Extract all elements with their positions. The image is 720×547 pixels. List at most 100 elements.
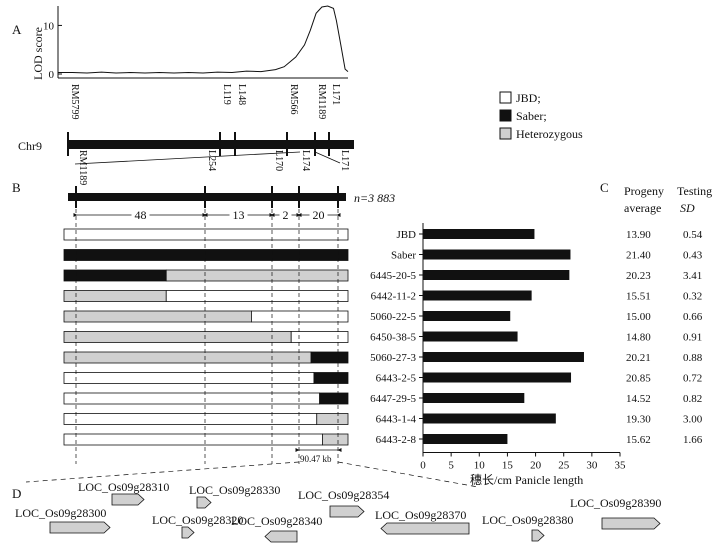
chromosome-map: Chr9 RM5799 L119 L148 RM566 RM1189 L171 — [18, 84, 354, 165]
gene-arrow — [196, 496, 212, 509]
lod-plot: LOD score 10 0 — [31, 5, 349, 81]
zoom-line-left — [74, 151, 301, 165]
testing-sd-value: 0.82 — [683, 393, 702, 405]
header-testing: Testing — [677, 184, 712, 198]
genotype-segment — [290, 331, 349, 343]
progeny-average-value: 20.23 — [626, 270, 651, 282]
bar-chart: 0 5 10 15 20 25 30 35 JBD 13.90 0.54 Saber 21.40 0.43… — [370, 223, 703, 472]
x-tick-label: 25 — [558, 460, 570, 472]
header-sd: SD — [680, 201, 695, 215]
progeny-average-value: 15.62 — [626, 434, 651, 446]
lod-tick-label: 10 — [43, 20, 55, 32]
recombinant-lines — [63, 228, 349, 446]
chromosome-bar — [68, 140, 354, 149]
genotype-segment — [63, 290, 167, 302]
category-label: 5060-27-3 — [370, 352, 416, 364]
x-tick-label: 15 — [502, 460, 514, 472]
progeny-average-value: 20.85 — [626, 373, 651, 385]
category-label: 6443-1-4 — [376, 414, 417, 426]
category-label: 6442-11-2 — [371, 291, 416, 303]
gene-label: LOC_Os09g28310 — [78, 480, 169, 494]
progeny-average-value: 19.30 — [626, 414, 651, 426]
gene-models: LOC_Os09g28310 LOC_Os09g28330 LOC_Os09g283… — [15, 480, 661, 543]
category-label: 6445-20-5 — [370, 270, 416, 282]
panicle-bar — [423, 249, 571, 260]
legend-swatch — [499, 127, 512, 140]
progeny-average-value: 13.90 — [626, 229, 651, 241]
chart-xlabel: 穗长/cm Panicle length — [470, 473, 583, 487]
map-marker-label: RM5799 — [69, 84, 80, 120]
genotype-segment — [63, 433, 323, 446]
category-label: JBD — [396, 229, 416, 241]
genotype-segment — [63, 310, 252, 323]
genotype-legend: JBD; Saber; Heterozygous — [499, 91, 583, 141]
panel-label-c: C — [600, 180, 609, 195]
x-tick-label: 20 — [530, 460, 542, 472]
progeny-average-value: 14.80 — [626, 332, 651, 344]
x-tick-label: 35 — [615, 460, 627, 472]
panicle-bar — [423, 393, 525, 403]
panicle-bar — [423, 372, 572, 383]
genotype-segment — [322, 433, 349, 446]
panel-label-b: B — [12, 180, 21, 195]
genotype-segment — [165, 269, 349, 282]
map-marker-label: L148 — [236, 84, 247, 105]
testing-sd-value: 1.66 — [683, 434, 703, 446]
interval-bg — [229, 208, 248, 221]
testing-sd-value: 0.88 — [683, 352, 703, 364]
progeny-average-value: 14.52 — [626, 393, 651, 405]
panicle-bar — [423, 270, 570, 280]
lod-tick-label: 0 — [49, 69, 55, 81]
gene-label: LOC_Os09g28340 — [231, 514, 322, 528]
testing-sd-value: 0.66 — [683, 311, 703, 323]
map-marker-label: L119 — [221, 84, 232, 105]
fine-map-bar — [68, 193, 346, 201]
testing-sd-value: 0.43 — [683, 250, 703, 262]
genotype-segment — [63, 392, 321, 405]
panicle-bar — [423, 290, 532, 301]
interval-bg — [279, 208, 292, 221]
gene-label: LOC_Os09g28370 — [375, 508, 466, 522]
map-marker-label: L171 — [330, 84, 341, 105]
genotype-segment — [63, 228, 349, 241]
x-tick-label: 5 — [448, 460, 454, 472]
genotype-segment — [63, 331, 292, 343]
fine-marker-label: RM1189 — [77, 150, 88, 185]
x-tick-label: 0 — [420, 460, 426, 472]
legend-swatch — [499, 109, 512, 122]
gene-arrow — [264, 530, 298, 543]
gene-label: LOC_Os09g28300 — [15, 506, 106, 520]
genotype-segment — [63, 269, 167, 282]
gene-arrow — [329, 505, 365, 518]
genotype-segment — [316, 413, 349, 425]
fine-marker-label: L171 — [339, 150, 350, 171]
panel-label-a: A — [12, 22, 22, 37]
testing-sd-value: 3.41 — [683, 270, 702, 282]
testing-sd-value: 0.72 — [683, 373, 702, 385]
header-progeny: Progeny — [624, 184, 664, 198]
interval-bg — [131, 208, 150, 221]
gene-label: LOC_Os09g28380 — [482, 513, 573, 527]
genotype-segment — [251, 310, 349, 323]
interval-value: 13 — [233, 208, 245, 222]
progeny-average-value: 15.51 — [626, 291, 651, 303]
panicle-bar — [423, 331, 518, 342]
x-tick-label: 10 — [474, 460, 486, 472]
lod-axis-label: LOD score — [31, 27, 45, 80]
gene-arrow — [49, 521, 111, 534]
gene-arrow — [531, 529, 545, 542]
testing-sd-value: 0.32 — [683, 291, 702, 303]
interval-value: 20 — [313, 208, 325, 222]
genotype-segment — [310, 351, 349, 364]
gene-arrow — [111, 493, 145, 506]
progeny-average-value: 15.00 — [626, 311, 651, 323]
genotype-segment — [313, 372, 349, 384]
fine-map: RM1189 L254 L170 L174 L171 n=3 883 48 13 2 20 9… — [25, 150, 479, 488]
testing-sd-value: 0.54 — [683, 229, 703, 241]
genotype-segment — [63, 249, 349, 261]
sample-size-label: n=3 883 — [354, 191, 395, 205]
map-markers: RM5799 L119 L148 RM566 RM1189 L171 — [67, 84, 341, 156]
testing-sd-value: 3.00 — [683, 414, 703, 426]
interval-value: 2 — [283, 208, 289, 222]
genotype-segment — [319, 392, 349, 405]
